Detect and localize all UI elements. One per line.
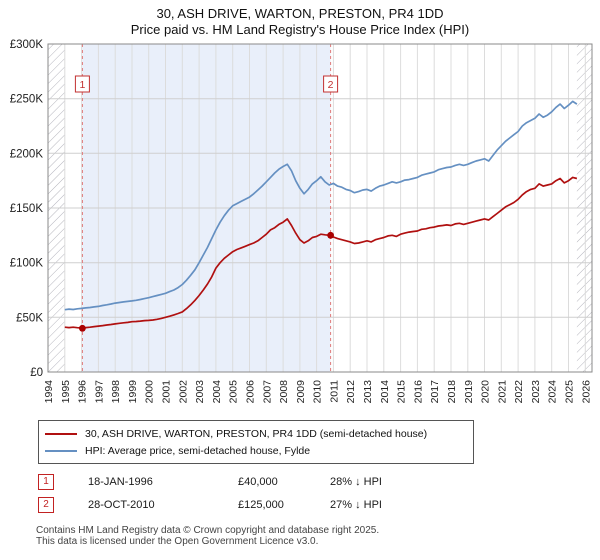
y-tick-label: £150K [10, 203, 44, 215]
x-tick-label: 2016 [412, 380, 424, 404]
legend-label-hpi: HPI: Average price, semi-detached house,… [85, 444, 311, 457]
x-tick-label: 2009 [295, 380, 307, 404]
x-tick-label: 1995 [60, 380, 72, 404]
x-tick-label: 2012 [345, 380, 357, 404]
chart-header: 30, ASH DRIVE, WARTON, PRESTON, PR4 1DD … [0, 0, 600, 38]
y-tick-label: £300K [10, 39, 44, 51]
copyright-line-1: Contains HM Land Registry data © Crown c… [36, 525, 380, 536]
x-tick-label: 2023 [530, 380, 542, 404]
x-tick-label: 1996 [77, 380, 89, 404]
sale-1-marker-dot [79, 324, 86, 332]
x-tick-label: 2007 [261, 380, 273, 404]
legend-item-hpi: HPI: Average price, semi-detached house,… [45, 442, 467, 459]
plot-border [47, 43, 593, 373]
y-tick-label: £250K [10, 94, 44, 106]
x-tick-label: 2006 [245, 380, 257, 404]
sale-2-number-badge: 2 [38, 497, 54, 513]
page-title: 30, ASH DRIVE, WARTON, PRESTON, PR4 1DD [156, 6, 444, 21]
hpi-line-swatch [45, 449, 77, 452]
y-tick-label: £50K [16, 312, 43, 324]
sale-annotation-2: 2 28-OCT-2010 £125,000 27% ↓ HPI [38, 497, 600, 513]
x-tick-label: 1999 [127, 380, 139, 404]
sale-2-date: 28-OCT-2010 [88, 499, 155, 511]
sale-1-number-text: 1 [79, 79, 85, 91]
property-price-line [64, 176, 578, 329]
x-tick-label: 2014 [379, 380, 391, 404]
x-tick-label: 2025 [564, 380, 576, 404]
sale-2-price: £125,000 [238, 499, 284, 511]
sale-1-date: 18-JAN-1996 [88, 476, 153, 488]
sale-1-number-badge: 1 [38, 474, 54, 490]
y-tick-label: £0 [30, 367, 43, 379]
legend-item-property: 30, ASH DRIVE, WARTON, PRESTON, PR4 1DD … [45, 425, 467, 442]
x-tick-label: 2010 [312, 380, 324, 404]
sale-annotation-1: 1 18-JAN-1996 £40,000 28% ↓ HPI [38, 474, 600, 490]
sale-2-marker-dot [327, 231, 334, 239]
sale-1-price: £40,000 [238, 476, 278, 488]
y-tick-label: £100K [10, 258, 44, 270]
x-tick-label: 2015 [396, 380, 408, 404]
x-tick-label: 2018 [446, 380, 458, 404]
sale-2-number-text: 2 [328, 79, 334, 91]
x-tick-label: 2011 [328, 380, 340, 403]
x-tick-label: 2004 [211, 380, 223, 404]
x-tick-label: 2019 [463, 380, 475, 404]
sale-1-number-box [74, 75, 90, 93]
legend: 30, ASH DRIVE, WARTON, PRESTON, PR4 1DD … [38, 420, 474, 464]
x-tick-label: 2021 [496, 380, 508, 404]
copyright-line-2: This data is licensed under the Open Gov… [36, 536, 319, 547]
x-tick-label: 2017 [429, 380, 441, 404]
x-tick-label: 2003 [194, 380, 206, 404]
x-tick-label: 2026 [580, 380, 592, 404]
property-line-swatch [45, 432, 77, 435]
x-tick-label: 2000 [144, 380, 156, 404]
x-tick-label: 2013 [362, 380, 374, 404]
price-chart: 1994 1995 1996 1997 1998 1999 2000 2001 2002 2003… [0, 38, 600, 410]
x-tick-label: 1998 [110, 380, 122, 404]
sale-2-hpi-diff: 27% ↓ HPI [330, 499, 382, 511]
hpi-line [64, 100, 578, 311]
sale-1-hpi-diff: 28% ↓ HPI [330, 476, 382, 488]
x-tick-label: 1997 [93, 380, 105, 404]
x-tick-label: 2008 [278, 380, 290, 404]
x-tick-label: 2001 [161, 380, 173, 404]
x-tick-label: 1994 [43, 380, 55, 404]
copyright-footer: Contains HM Land Registry data © Crown c… [36, 525, 600, 547]
sale-annotations: 1 18-JAN-1996 £40,000 28% ↓ HPI 2 28-OCT… [38, 474, 600, 513]
price-chart-svg: 1994 1995 1996 1997 1998 1999 2000 2001 2002 2003… [10, 39, 593, 404]
x-tick-label: 2022 [513, 380, 525, 404]
legend-label-property: 30, ASH DRIVE, WARTON, PRESTON, PR4 1DD … [85, 427, 428, 440]
x-tick-label: 2002 [177, 380, 189, 404]
y-tick-label: £200K [10, 148, 44, 160]
x-tick-label: 2024 [547, 380, 559, 404]
chart-subtitle: Price paid vs. HM Land Registry's House … [130, 22, 470, 37]
x-tick-label: 2020 [480, 380, 492, 404]
x-tick-label: 2005 [228, 380, 240, 404]
sale-2-number-box [323, 75, 339, 93]
